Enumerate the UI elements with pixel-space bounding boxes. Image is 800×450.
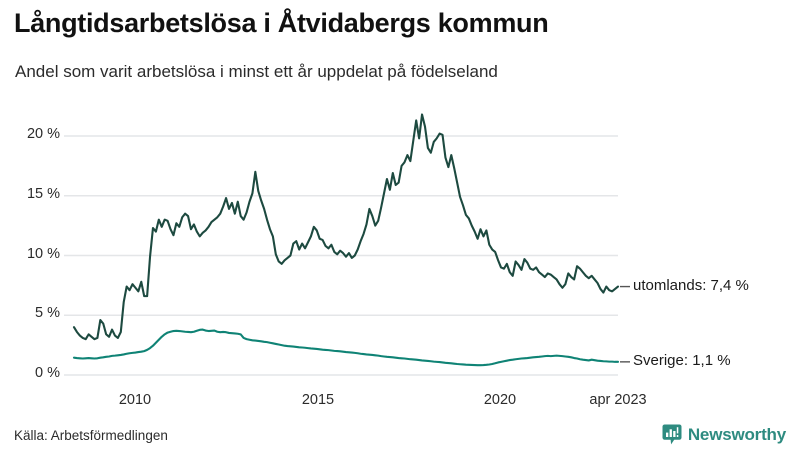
- label-connectors: [620, 285, 630, 363]
- y-axis-tick-15: 15 %: [26, 185, 60, 202]
- x-axis-tick-2020: 2020: [483, 392, 517, 408]
- x-axis-tick-2015: 2015: [301, 392, 335, 408]
- line-chart-svg: [64, 113, 630, 376]
- newsworthy-logo: Newsworthy: [662, 424, 786, 445]
- y-axis-tick-0: 0 %: [35, 365, 60, 381]
- series-label-sverige: Sverige: 1,1 %: [633, 351, 731, 369]
- y-axis-tick-5: 5 %: [35, 305, 60, 322]
- series-line-utomlands: [72, 113, 620, 341]
- source-note: Källa: Arbetsförmedlingen: [14, 428, 168, 443]
- series-label-utomlands: utomlands: 7,4 %: [633, 276, 749, 294]
- x-axis-tick-2010: 2010: [118, 392, 152, 408]
- gridlines: [64, 135, 618, 376]
- chart-plot-area: [0, 100, 800, 390]
- y-axis-tick-20: 20 %: [26, 126, 60, 142]
- x-axis-tick-apr-2023: apr 2023: [589, 392, 647, 408]
- series-line-Sverige: [72, 328, 620, 367]
- page-subtitle: Andel som varit arbetslösa i minst ett å…: [15, 62, 498, 81]
- y-axis-tick-10: 10 %: [26, 245, 60, 262]
- series-lines: [72, 113, 620, 367]
- brand-name: Newsworthy: [687, 424, 786, 444]
- page-title: Långtidsarbetslösa i Åtvidabergs kommun: [14, 8, 549, 38]
- bar-chart-bubble-icon: [662, 424, 682, 445]
